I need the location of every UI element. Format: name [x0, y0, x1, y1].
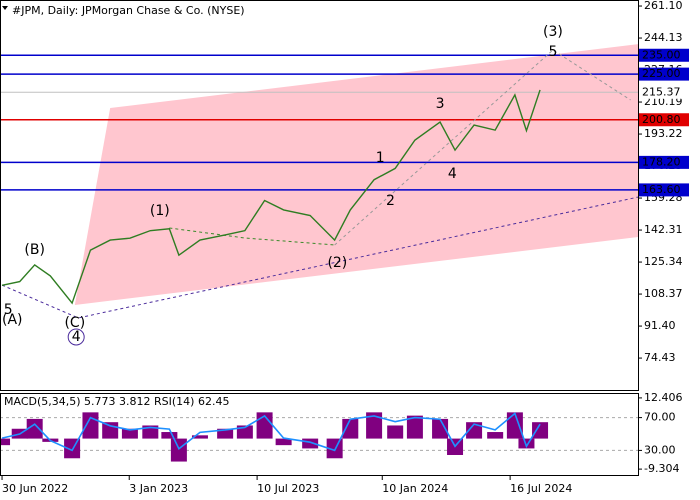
wave-label: 1 — [376, 150, 385, 166]
wave-line — [1, 196, 639, 319]
level-label-box — [639, 183, 689, 197]
macd-bar — [466, 422, 483, 439]
macd-bar — [142, 425, 159, 439]
macd-bar — [26, 418, 43, 439]
y-tick-label: 193.22 — [644, 127, 683, 140]
wave-label: 3 — [436, 96, 445, 112]
price-line — [1, 89, 541, 305]
macd-bar — [532, 422, 549, 439]
wave-line — [169, 227, 335, 246]
macd-tick-label: 12.406 — [644, 391, 683, 404]
y-tick-label: 108.37 — [644, 287, 683, 300]
chart-title: #JPM, Daily: JPMorgan Chase & Co. (NYSE) — [12, 4, 245, 17]
macd-bar — [102, 422, 119, 439]
level-label: 215.37 — [642, 85, 681, 98]
macd-bar — [191, 435, 208, 439]
wave-label: (B) — [24, 242, 45, 258]
trend-channel — [74, 44, 638, 305]
rsi-tick-label: 70.00 — [644, 411, 676, 424]
wave-label: 4 — [72, 329, 81, 345]
wave-label: 5 — [4, 302, 13, 318]
x-tick-label: 10 Jul 2023 — [257, 482, 319, 495]
level-label: 163.60 — [642, 183, 681, 196]
macd-bar — [432, 418, 449, 439]
macd-tick-label: -9.304 — [644, 462, 679, 475]
wave-label: (2) — [327, 255, 347, 271]
macd-bar — [506, 412, 523, 439]
y-tick-label: 74.43 — [644, 351, 676, 364]
wave-label: (3) — [543, 24, 563, 40]
macd-bar — [0, 438, 11, 446]
macd-bar — [366, 412, 383, 439]
wave-line — [334, 49, 631, 246]
macd-bar — [518, 438, 535, 449]
macd-bar — [121, 428, 138, 439]
macd-bar — [406, 415, 423, 439]
level-label-box — [639, 48, 689, 62]
macd-bar — [275, 438, 292, 446]
level-label-box — [639, 113, 689, 127]
wave-label: (C) — [64, 315, 85, 331]
wave-label: 2 — [386, 193, 395, 209]
x-tick-label: 30 Jun 2022 — [2, 482, 68, 495]
y-tick-label: 261.10 — [644, 0, 683, 12]
menu-icon — [2, 6, 8, 10]
rsi-tick-label: 30.00 — [644, 443, 676, 456]
wave-label: 4 — [448, 166, 457, 182]
level-label: 225.00 — [642, 67, 681, 80]
level-label: 178.20 — [642, 155, 681, 168]
x-tick-label: 3 Jan 2023 — [129, 482, 188, 495]
x-tick-label: 10 Jan 2024 — [382, 482, 448, 495]
macd-bar — [302, 438, 319, 449]
level-label-box — [639, 155, 689, 169]
level-label-box — [639, 67, 689, 81]
wave-label: (1) — [150, 203, 170, 219]
indicator-panel-frame — [0, 393, 639, 476]
macd-bar — [236, 425, 253, 439]
rsi-line — [1, 412, 541, 452]
level-label: 235.00 — [642, 48, 681, 61]
y-tick-label: 142.31 — [644, 223, 683, 236]
macd-bar — [170, 438, 187, 462]
macd-bar — [161, 432, 178, 439]
macd-bar — [82, 412, 99, 439]
level-label: 200.80 — [642, 113, 681, 126]
y-tick-label: 91.40 — [644, 319, 676, 332]
y-tick-label: 125.34 — [644, 255, 683, 268]
indicator-title: MACD(5,34,5) 5.773 3.812 RSI(14) 62.45 — [4, 395, 229, 408]
wave-label: (A) — [2, 312, 23, 328]
level-label-box — [639, 85, 689, 99]
macd-bar — [342, 418, 359, 439]
wave-circle — [67, 328, 85, 346]
wave-label: 5 — [549, 44, 558, 60]
macd-bar — [487, 432, 504, 439]
macd-bar — [217, 428, 234, 439]
x-tick-label: 16 Jul 2024 — [510, 482, 572, 495]
macd-bar — [387, 425, 404, 439]
price-panel-frame — [0, 0, 639, 391]
y-tick-label: 244.13 — [644, 31, 683, 44]
